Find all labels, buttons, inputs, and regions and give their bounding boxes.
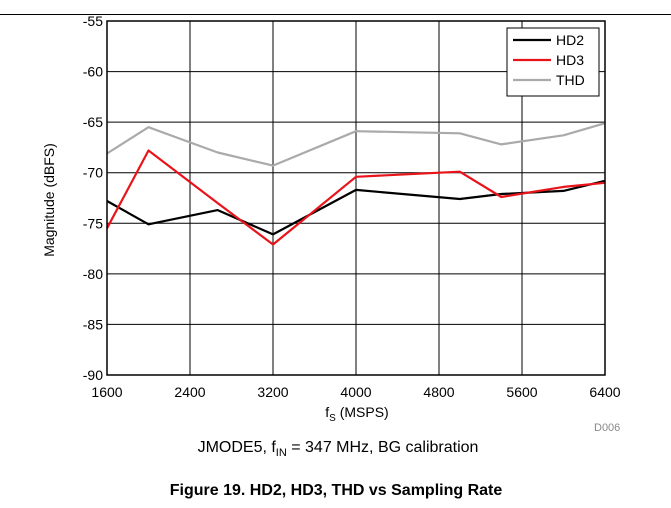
legend-label-hd3: HD3 [556, 52, 584, 68]
x-tick-label: 5600 [506, 384, 537, 400]
x-tick-label: 2400 [174, 384, 205, 400]
y-tick-label: -85 [83, 316, 103, 332]
series-line-thd [106, 122, 606, 167]
series-line-hd2 [106, 179, 606, 236]
x-tick-labels: 1600 2400 3200 4000 4800 5600 6400 [91, 384, 620, 400]
x-tick-label: 4000 [340, 384, 371, 400]
chart-subtitle: JMODE5, fIN = 347 MHz, BG calibration [198, 439, 479, 459]
figure-code: D006 [594, 422, 620, 434]
y-tick-label: -75 [83, 215, 103, 231]
plot-frame [106, 20, 606, 376]
y-tick-label: -65 [83, 114, 103, 130]
series-lines [106, 122, 606, 246]
y-axis-title: Magnitude (dBFS) [41, 143, 57, 257]
y-tick-label: -55 [83, 13, 103, 29]
y-tick-label: -70 [83, 165, 103, 181]
series-line-hd3 [106, 149, 606, 246]
x-tick-label: 3200 [257, 384, 288, 400]
legend: HD2 HD3 THD [506, 27, 600, 97]
top-rule [0, 14, 671, 15]
y-tick-label: -60 [83, 64, 103, 80]
y-tick-label: -90 [83, 367, 103, 383]
x-tick-label: 4800 [423, 384, 454, 400]
y-tick-label: -80 [83, 266, 103, 282]
y-tick-labels: -90 -85 -80 -75 -70 -65 -60 -55 [83, 13, 103, 383]
legend-label-hd2: HD2 [556, 32, 584, 48]
figure-caption: Figure 19. HD2, HD3, THD vs Sampling Rat… [170, 482, 503, 499]
x-tick-label: 6400 [589, 384, 620, 400]
x-tick-label: 1600 [91, 384, 122, 400]
x-axis-title: fS (MSPS) [325, 404, 388, 424]
legend-box [506, 27, 600, 97]
legend-label-thd: THD [556, 72, 585, 88]
